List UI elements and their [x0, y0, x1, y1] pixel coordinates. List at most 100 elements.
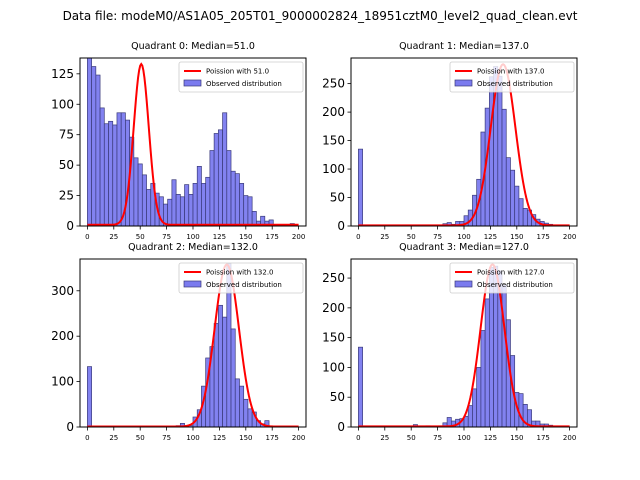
histogram-bar — [112, 124, 118, 227]
x-tick-label: 200 — [563, 434, 576, 442]
histogram-bar — [213, 133, 219, 227]
histogram-bar — [179, 196, 185, 227]
x-tick-label: 150 — [239, 434, 252, 442]
y-tick-label: 250 — [322, 77, 345, 91]
subplot-title: Quadrant 2: Median=132.0 — [128, 242, 258, 253]
x-tick-label: 150 — [510, 434, 523, 442]
legend-bar-swatch — [454, 79, 473, 87]
subplot-quadrant-3: Quadrant 3: Median=127.0 0 25 50 75 100 125 150… — [322, 242, 578, 442]
histogram-bar — [358, 148, 363, 227]
y-tick-label: 100 — [51, 97, 74, 111]
x-tick-label: 0 — [85, 233, 89, 241]
histogram-bar — [146, 189, 152, 227]
legend-label-poisson: Poission with 137.0 — [477, 68, 545, 76]
histogram-bar — [95, 74, 101, 227]
y-tick-label: 50 — [59, 158, 74, 172]
x-tick-label: 100 — [186, 233, 199, 241]
x-tick-label: 100 — [457, 434, 470, 442]
x-tick-label: 75 — [162, 233, 171, 241]
x-tick-label: 100 — [186, 434, 199, 442]
y-tick-label: 100 — [51, 375, 74, 389]
histogram-bar — [205, 176, 211, 227]
histogram-bar — [230, 170, 236, 227]
histogram-bar — [209, 150, 215, 227]
legend: Poission with 137.0 Observed distribution — [449, 61, 575, 93]
histogram-bar — [91, 66, 97, 227]
subplot-title: Quadrant 1: Median=137.0 — [399, 41, 529, 52]
legend-label-observed: Observed distribution — [206, 281, 282, 289]
x-tick-label: 0 — [356, 434, 360, 442]
x-tick-label: 200 — [292, 233, 305, 241]
x-tick-label: 200 — [292, 434, 305, 442]
histogram-bar — [213, 323, 219, 428]
legend-bar-swatch — [183, 280, 202, 288]
x-tick-label: 200 — [563, 233, 576, 241]
legend: Poission with 51.0 Observed distribution — [178, 61, 304, 93]
histogram-bar — [116, 112, 122, 227]
histogram-bar — [505, 157, 511, 227]
y-tick-label: 25 — [59, 189, 74, 203]
poisson-curve — [87, 62, 299, 226]
x-tick-label: 175 — [266, 233, 279, 241]
x-tick-label: 0 — [85, 434, 89, 442]
y-tick-label: 50 — [330, 191, 345, 205]
histogram-bar — [234, 173, 240, 227]
legend-box — [449, 262, 575, 294]
subplot-quadrant-2: Quadrant 2: Median=132.0 0 25 50 75 100 125 150… — [51, 242, 307, 442]
histogram-bar — [247, 196, 253, 227]
legend: Poission with 127.0 Observed distribution — [449, 262, 575, 294]
legend-label-observed: Observed distribution — [477, 80, 553, 88]
histogram-bar — [87, 57, 92, 227]
subplot-quadrant-1: Quadrant 1: Median=137.0 0 25 50 75 100 125 150… — [322, 41, 578, 241]
histogram-bar — [175, 193, 181, 227]
legend-bar-swatch — [454, 280, 473, 288]
histogram-bar — [243, 398, 249, 428]
y-tick-label: 200 — [322, 301, 345, 315]
x-tick-label: 150 — [510, 233, 523, 241]
x-tick-label: 125 — [213, 434, 226, 442]
subplot-title: Quadrant 0: Median=51.0 — [131, 41, 255, 52]
x-tick-label: 75 — [433, 434, 442, 442]
x-tick-label: 125 — [484, 233, 497, 241]
x-tick-label: 175 — [537, 233, 550, 241]
x-tick-label: 25 — [380, 233, 389, 241]
x-tick-label: 25 — [109, 434, 118, 442]
histogram-bar — [501, 108, 507, 227]
histogram-bar — [87, 366, 92, 428]
histogram-bar — [522, 207, 528, 227]
histogram-bar — [217, 304, 223, 428]
histogram-bar — [239, 183, 245, 227]
x-tick-label: 0 — [356, 233, 360, 241]
histogram-bar — [243, 195, 249, 227]
figure-suptitle: Data file: modeM0/AS1A05_205T01_90000028… — [62, 9, 578, 23]
histogram-bar — [518, 393, 524, 428]
legend-label-observed: Observed distribution — [206, 80, 282, 88]
histogram-bar — [184, 184, 190, 227]
legend-label-poisson: Poission with 51.0 — [206, 68, 269, 76]
histogram-bar — [222, 112, 228, 227]
x-tick-label: 125 — [484, 434, 497, 442]
histogram-bar — [217, 129, 223, 227]
y-tick-label: 0 — [66, 420, 74, 434]
y-tick-label: 150 — [322, 134, 345, 148]
poisson-curve — [358, 263, 570, 428]
histogram-bar — [192, 183, 198, 227]
histogram-bar — [141, 174, 147, 227]
histogram-bar — [480, 330, 486, 428]
y-tick-label: 100 — [322, 360, 345, 374]
y-tick-label: 0 — [337, 219, 345, 233]
legend-box — [449, 61, 575, 93]
subplot-title: Quadrant 3: Median=127.0 — [399, 242, 529, 253]
x-tick-label: 175 — [537, 434, 550, 442]
legend-box — [178, 262, 304, 294]
histogram-bar — [497, 75, 503, 227]
y-tick-label: 300 — [51, 284, 74, 298]
x-tick-label: 50 — [136, 233, 145, 241]
legend-bar-swatch — [183, 79, 202, 87]
histogram-bar — [488, 76, 494, 227]
poisson-curve — [358, 63, 570, 227]
x-tick-label: 50 — [407, 434, 416, 442]
histogram-bar — [196, 165, 202, 227]
y-tick-label: 200 — [322, 105, 345, 119]
histogram-bar — [108, 120, 114, 227]
